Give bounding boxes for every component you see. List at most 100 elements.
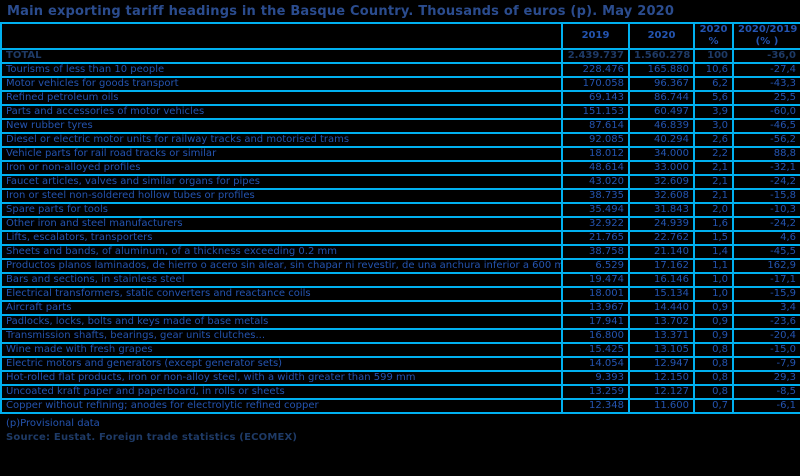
row-share-cell: 1,0 — [693, 286, 734, 302]
row-share-cell: 2,0 — [693, 202, 734, 218]
row-share-cell: 0,8 — [693, 370, 734, 386]
row-change-cell: -15,0 — [732, 342, 800, 358]
row-change-cell: -15,9 — [732, 286, 800, 302]
row-share-cell: 2,1 — [693, 174, 734, 190]
table-row: Transmission shafts, bearings, gear unit… — [0, 328, 800, 344]
row-2020-cell: 17.162 — [628, 258, 695, 274]
row-share-cell: 1,5 — [693, 230, 734, 246]
table-row: Lifts, escalators, transporters 21.765 2… — [0, 230, 800, 246]
row-2019-cell: 38.735 — [561, 188, 630, 204]
row-2020-cell: 22.762 — [628, 230, 695, 246]
row-2020-cell: 12.947 — [628, 356, 695, 372]
row-label-cell: Sheets and bands, of aluminum, of a thic… — [0, 244, 563, 260]
source-note: Source: Eustat. Foreign trade statistics… — [6, 432, 298, 443]
table-row: New rubber tyres 87.614 46.839 3,0 -46,5 — [0, 118, 800, 134]
row-change-cell: 162,9 — [732, 258, 800, 274]
row-label-cell: Transmission shafts, bearings, gear unit… — [0, 328, 563, 344]
table-row: Parts and accessories of motor vehicles … — [0, 104, 800, 120]
row-label-cell: Parts and accessories of motor vehicles — [0, 104, 563, 120]
row-2020-cell: 96.367 — [628, 76, 695, 92]
row-2019-cell: 17.941 — [561, 314, 630, 330]
row-2019-cell: 14.054 — [561, 356, 630, 372]
row-2019-cell: 35.494 — [561, 202, 630, 218]
row-2020-cell: 21.140 — [628, 244, 695, 260]
row-2019-cell: 15.425 — [561, 342, 630, 358]
row-change-cell: -10,3 — [732, 202, 800, 218]
row-2020-cell: 13.371 — [628, 328, 695, 344]
row-2020-cell: 12.150 — [628, 370, 695, 386]
row-label-cell: Copper without refining; anodes for elec… — [0, 398, 563, 414]
row-change-cell: 4,6 — [732, 230, 800, 246]
row-2019-cell: 13.259 — [561, 384, 630, 400]
row-label-cell: New rubber tyres — [0, 118, 563, 134]
row-share-cell: 3,0 — [693, 118, 734, 134]
row-share-cell: 1,0 — [693, 272, 734, 288]
row-label-cell: Vehicle parts for rail road tracks or si… — [0, 146, 563, 162]
provisional-data-note: (p)Provisional data — [6, 418, 100, 429]
row-label-cell: Hot-rolled flat products, iron or non-al… — [0, 370, 563, 386]
row-share-cell: 0,7 — [693, 398, 734, 414]
row-change-cell: 29,3 — [732, 370, 800, 386]
row-2020-cell: 32.608 — [628, 188, 695, 204]
table-row: Electrical transformers, static converte… — [0, 286, 800, 302]
table-row: Motor vehicles for goods transport 170.0… — [0, 76, 800, 92]
row-2020-cell: 32.609 — [628, 174, 695, 190]
row-label-cell: Diesel or electric motor units for railw… — [0, 132, 563, 148]
header-label-cell — [0, 22, 563, 50]
row-share-cell: 5,6 — [693, 90, 734, 106]
row-share-cell: 2,6 — [693, 132, 734, 148]
row-change-cell: -20,4 — [732, 328, 800, 344]
row-2019-cell: 48.614 — [561, 160, 630, 176]
row-change-cell: -17,1 — [732, 272, 800, 288]
table-row: Vehicle parts for rail road tracks or si… — [0, 146, 800, 162]
row-share-cell: 0,9 — [693, 328, 734, 344]
table-row: Spare parts for tools 35.494 31.843 2,0 … — [0, 202, 800, 218]
table-row: Other iron and steel manufacturers 32.92… — [0, 216, 800, 232]
row-share-cell: 2,1 — [693, 188, 734, 204]
row-change-cell: -23,6 — [732, 314, 800, 330]
row-2019-cell: 6.529 — [561, 258, 630, 274]
row-2019-cell: 92.085 — [561, 132, 630, 148]
row-2019-cell: 38.758 — [561, 244, 630, 260]
row-share-cell: 3,9 — [693, 104, 734, 120]
table-row: TOTAL 2.439.737 1.560.278 100 -36,0 — [0, 48, 800, 64]
header-share-cell: 2020 % — [693, 22, 734, 50]
row-change-cell: -24,2 — [732, 216, 800, 232]
row-share-cell: 0,8 — [693, 356, 734, 372]
table-row: Faucet articles, valves and similar orga… — [0, 174, 800, 190]
table-footer: (p)Provisional data Source: Eustat. Fore… — [0, 414, 800, 445]
table-row: Sheets and bands, of aluminum, of a thic… — [0, 244, 800, 260]
row-label-cell: Iron or steel non-soldered hollow tubes … — [0, 188, 563, 204]
header-change-cell: 2020/2019 (% ) — [732, 22, 800, 50]
row-change-cell: -45,5 — [732, 244, 800, 260]
row-label-cell: Spare parts for tools — [0, 202, 563, 218]
row-2019-cell: 170.058 — [561, 76, 630, 92]
table-row: Productos planos laminados, de hierro o … — [0, 258, 800, 274]
table-row: Refined petroleum oils 69.143 86.744 5,6… — [0, 90, 800, 106]
row-share-cell: 10,6 — [693, 62, 734, 78]
row-label-cell: Lifts, escalators, transporters — [0, 230, 563, 246]
row-label-cell: Electric motors and generators (except g… — [0, 356, 563, 372]
row-2020-cell: 1.560.278 — [628, 48, 695, 64]
row-2019-cell: 69.143 — [561, 90, 630, 106]
row-2020-cell: 12.127 — [628, 384, 695, 400]
row-change-cell: -56,2 — [732, 132, 800, 148]
row-2019-cell: 18.012 — [561, 146, 630, 162]
row-label-cell: Faucet articles, valves and similar orga… — [0, 174, 563, 190]
row-label-cell: TOTAL — [0, 48, 563, 64]
table-row: Uncoated kraft paper and paperboard, in … — [0, 384, 800, 400]
row-label-cell: Padlocks, locks, bolts and keys made of … — [0, 314, 563, 330]
row-share-cell: 0,8 — [693, 384, 734, 400]
row-share-cell: 0,8 — [693, 342, 734, 358]
row-share-cell: 0,9 — [693, 314, 734, 330]
row-2020-cell: 24.939 — [628, 216, 695, 232]
row-2020-cell: 11.600 — [628, 398, 695, 414]
row-change-cell: -24,2 — [732, 174, 800, 190]
header-2020-cell: 2020 — [628, 22, 695, 50]
row-share-cell: 100 — [693, 48, 734, 64]
table-row: Copper without refining; anodes for elec… — [0, 398, 800, 414]
row-share-cell: 1,4 — [693, 244, 734, 260]
header-row: 2019 2020 2020 % 2020/2019 (% ) — [0, 22, 800, 50]
row-label-cell: Motor vehicles for goods transport — [0, 76, 563, 92]
